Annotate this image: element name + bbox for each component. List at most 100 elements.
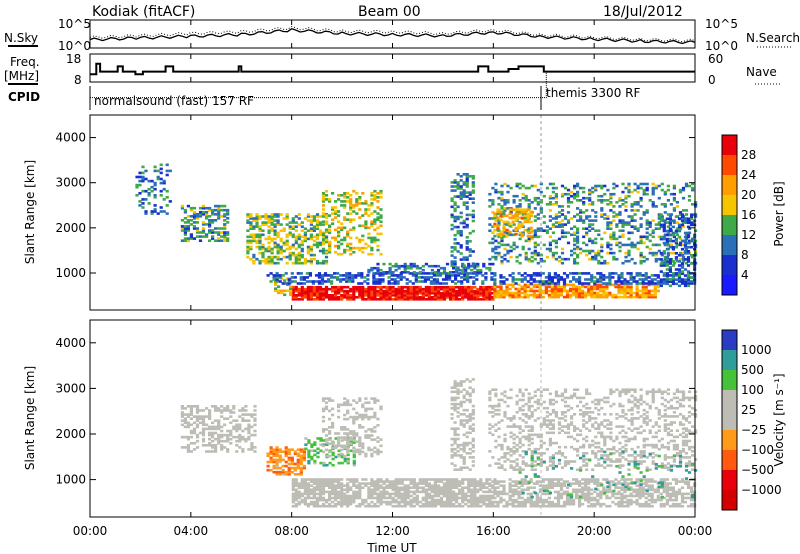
power-cell (305, 280, 309, 283)
power-cell (509, 255, 513, 259)
velocity-cell (412, 490, 416, 494)
velocity-cell (635, 478, 639, 481)
power-cell (279, 223, 283, 226)
power-cell (285, 235, 289, 239)
power-cell (465, 201, 469, 204)
power-cell (391, 298, 395, 301)
velocity-cell (421, 498, 425, 502)
power-cell (324, 259, 329, 263)
power-cell (300, 249, 304, 253)
power-cell (183, 210, 187, 214)
power-cell (597, 229, 601, 232)
power-cell (349, 202, 353, 205)
velocity-cell (269, 446, 273, 449)
power-cell (591, 201, 595, 204)
power-cell (639, 255, 643, 259)
power-cell (270, 221, 274, 224)
power-cell (511, 216, 515, 220)
power-cell (361, 238, 365, 242)
power-cell (636, 209, 640, 212)
power-cell (556, 274, 561, 277)
power-cell (315, 221, 320, 224)
velocity-cell (266, 460, 270, 464)
power-cell (608, 291, 612, 295)
power-cell (648, 233, 652, 237)
power-cell (600, 201, 604, 204)
power-cell (557, 215, 562, 218)
power-cell (291, 298, 295, 301)
power-cell (529, 276, 533, 279)
power-cell (521, 192, 525, 196)
power-cell (485, 266, 489, 270)
power-cell (618, 245, 622, 249)
velocity-cell (214, 444, 218, 447)
power-cell (379, 189, 383, 193)
power-cell (476, 262, 480, 266)
power-cell (694, 229, 698, 232)
power-cell (214, 239, 218, 242)
power-cell (300, 225, 304, 228)
velocity-cell (556, 494, 561, 498)
power-cell (629, 282, 633, 285)
power-cell (644, 289, 648, 293)
power-cell (624, 196, 628, 200)
power-cell (503, 257, 507, 261)
power-cell (482, 289, 486, 293)
power-cell (453, 242, 457, 245)
power-cell (364, 210, 368, 213)
power-cell (270, 247, 274, 251)
velocity-cell (284, 450, 288, 453)
velocity-cell (620, 494, 624, 498)
velocity-cell (452, 504, 456, 508)
power-cell (511, 293, 515, 297)
velocity-cell (373, 490, 377, 494)
power-cell (651, 192, 655, 196)
velocity-cell (406, 496, 410, 500)
velocity-cell (569, 484, 573, 487)
power-cell (473, 291, 477, 295)
power-cell (445, 262, 450, 266)
power-cell (450, 264, 454, 267)
velocity-cell (299, 450, 303, 453)
power-cell (372, 276, 376, 279)
power-cell (630, 217, 634, 220)
power-cell (683, 250, 688, 253)
velocity-cell (476, 480, 480, 483)
velocity-cell (376, 496, 380, 500)
power-cell (302, 282, 306, 285)
velocity-cell (275, 473, 279, 476)
power-cell (515, 259, 519, 263)
velocity-cell (318, 504, 323, 508)
power-cell (545, 247, 549, 251)
power-cell (626, 287, 630, 291)
velocity-cell (370, 504, 374, 508)
power-cell (548, 194, 552, 198)
velocity-cell (442, 486, 447, 489)
velocity-cell (409, 478, 413, 481)
power-cell (488, 257, 492, 261)
power-cell (217, 215, 221, 218)
velocity-cell (680, 496, 685, 500)
power-cell (591, 203, 595, 206)
power-cell (505, 285, 509, 289)
power-cell (599, 295, 603, 299)
power-cell (444, 278, 449, 281)
power-cell (512, 243, 516, 247)
velocity-cell (306, 492, 310, 496)
power-cell (681, 259, 686, 263)
velocity-cell (578, 480, 582, 483)
velocity-cell (644, 480, 648, 483)
velocity-cell (312, 480, 316, 483)
velocity-cell (195, 425, 200, 429)
power-cell (186, 221, 190, 224)
power-cell (671, 231, 675, 235)
power-cell (453, 195, 457, 198)
velocity-cell (638, 496, 642, 500)
power-cell (630, 205, 634, 208)
power-cell (367, 236, 371, 240)
power-cell (599, 285, 603, 289)
power-cell (296, 282, 300, 285)
power-cell (388, 285, 392, 289)
power-cell (456, 195, 460, 198)
power-cell (246, 213, 250, 216)
